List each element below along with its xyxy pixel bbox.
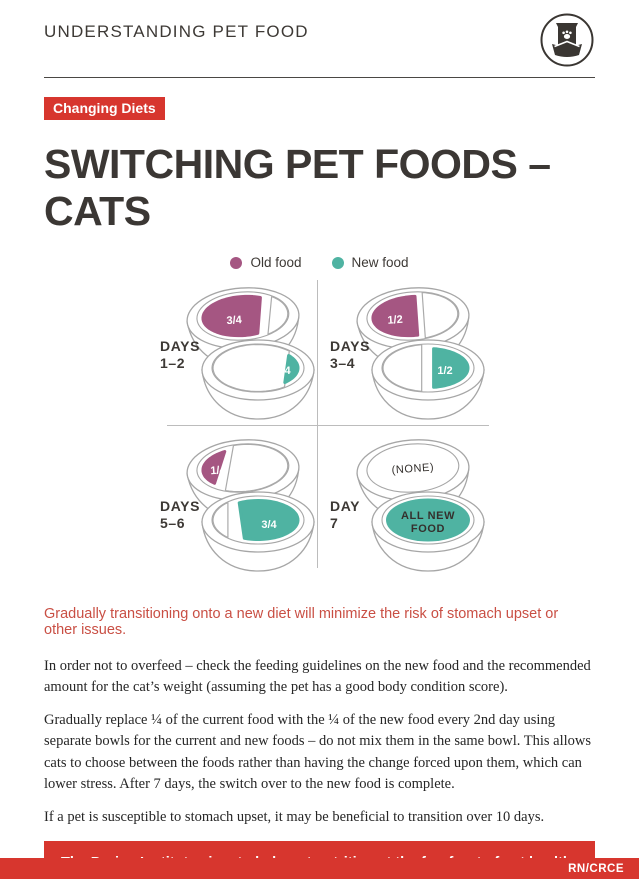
legend-item-old-food: Old food — [230, 255, 302, 270]
svg-text:ALL NEW: ALL NEW — [401, 510, 455, 522]
legend-label: Old food — [250, 255, 302, 270]
highlight-sentence: Gradually transitioning onto a new diet … — [44, 606, 559, 638]
quadrant-days-5–6: 1/4 3/4 DAYS 5–6 — [150, 428, 318, 576]
svg-text:3/4: 3/4 — [261, 519, 277, 531]
paragraph-2: Gradually replace ¼ of the current food … — [44, 711, 591, 793]
paragraph-1: In order not to overfeed – check the fee… — [44, 658, 591, 696]
paragraph-3: If a pet is susceptible to stomach upset… — [44, 808, 545, 825]
svg-text:1/4: 1/4 — [275, 365, 291, 377]
day-label: DAYS 5–6 — [160, 498, 201, 531]
transition-diagram: 3/4 1/4 DAYS 1–2 1/2 1/2 DAYS 3–4 1/4 3/4 DAYS 5–6 (… — [44, 274, 595, 572]
header-title: UNDERSTANDING PET FOOD — [44, 22, 309, 41]
diagram-vertical-divider — [317, 280, 318, 568]
page-title: SWITCHING PET FOODS – CATS — [44, 141, 551, 234]
header-divider — [44, 77, 595, 78]
svg-text:FOOD: FOOD — [411, 523, 445, 535]
day-label: DAY 7 — [330, 498, 361, 531]
bowls-graphic: 1/2 1/2 — [356, 287, 485, 420]
bowls-graphic: 3/4 1/4 — [186, 287, 315, 420]
old-food-dot — [230, 256, 243, 269]
diagram-horizontal-divider — [167, 425, 489, 426]
legend-item-new-food: New food — [331, 255, 409, 270]
day-label: DAYS 3–4 — [330, 338, 371, 371]
legend: Old food New food — [44, 255, 595, 270]
legend-label: New food — [351, 255, 409, 270]
new-food-dot — [331, 256, 344, 269]
quadrant-days-1–2: 3/4 1/4 DAYS 1–2 — [150, 276, 318, 424]
footer-code: RN/CRCE — [568, 862, 624, 875]
svg-text:3/4: 3/4 — [226, 314, 243, 327]
quadrant-day-7: (NONE) ALL NEW FOOD DAY 7 — [320, 428, 488, 576]
bowls-graphic: 1/4 3/4 — [186, 439, 315, 572]
body-copy: In order not to overfeed – check the fee… — [44, 656, 595, 828]
footer-bar: RN/CRCE — [0, 858, 639, 879]
pet-food-bag-bowl-icon — [539, 12, 595, 73]
svg-text:(NONE): (NONE) — [391, 462, 434, 477]
topic-tag: Changing Diets — [44, 97, 165, 120]
day-label: DAYS 1–2 — [160, 338, 201, 371]
svg-text:1/2: 1/2 — [437, 365, 452, 377]
svg-text:1/4: 1/4 — [210, 464, 227, 477]
header: UNDERSTANDING PET FOOD — [44, 0, 595, 73]
svg-text:1/2: 1/2 — [387, 314, 403, 327]
quadrant-days-3–4: 1/2 1/2 DAYS 3–4 — [320, 276, 488, 424]
